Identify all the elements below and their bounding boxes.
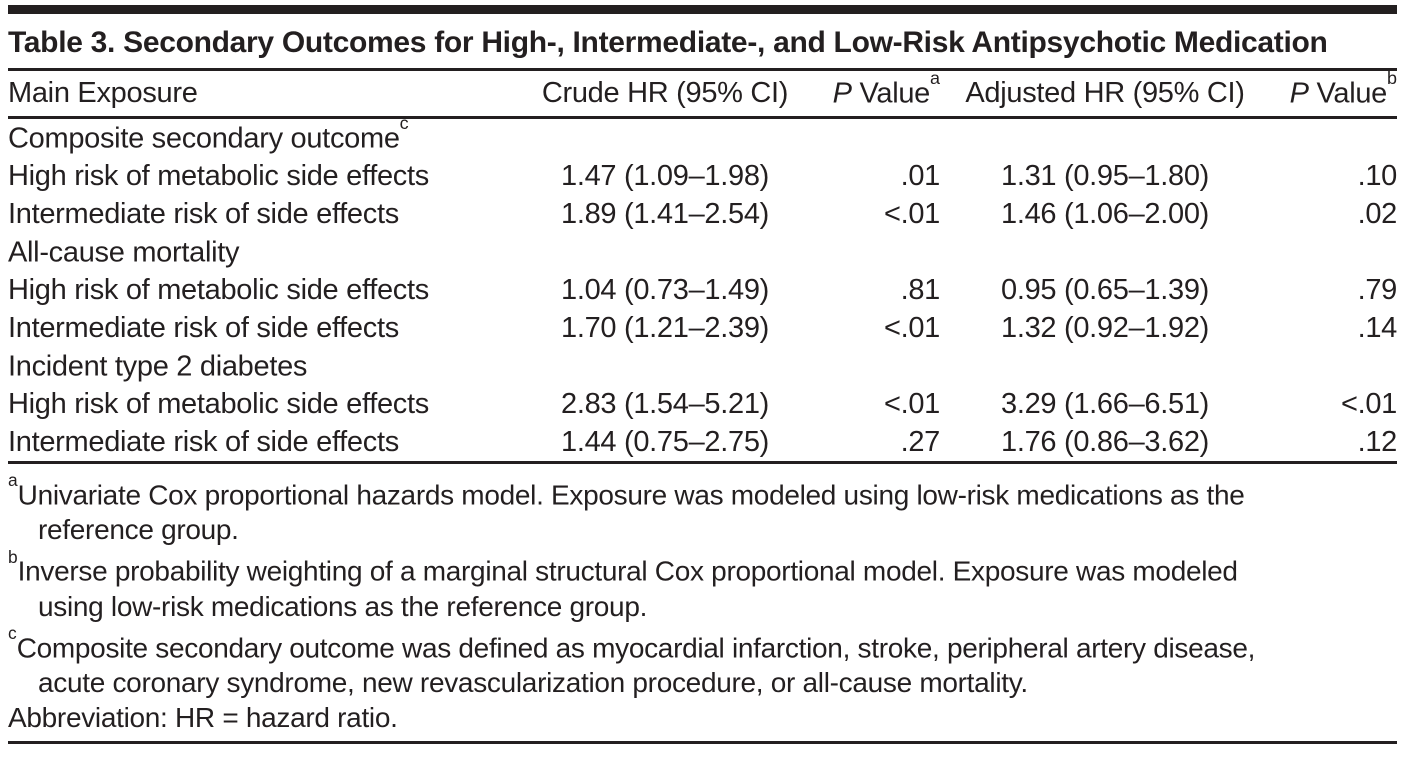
footnote-text: Composite secondary outcome was defined … (16, 631, 1256, 663)
crude-p-value-cell: <.01 (883, 387, 940, 420)
body-divider-rule (8, 461, 1397, 464)
table-header-row: Main Exposure Crude HR (95% CI) P Valuea… (8, 68, 1397, 119)
row-label: Intermediate risk of side effects (8, 311, 399, 344)
title-divider-rule (8, 68, 1397, 71)
table-row-group-diabetes: Incident type 2 diabetes (8, 347, 1397, 385)
crude-hr-cell: 1.89 (1.41–2.54) (560, 197, 770, 230)
group-row-label: All-cause mortality (8, 233, 1397, 271)
adjusted-hr-cell: 3.29 (1.66–6.51) (1000, 387, 1210, 420)
p-value-label: Value (851, 77, 930, 110)
footnote-a-line2: reference group. (38, 514, 239, 546)
crude-p-value-cell: <.01 (883, 311, 940, 344)
footnote-text: Inverse probability weighting of a margi… (17, 555, 1238, 587)
footnote-c-line1: cComposite secondary outcome was defined… (8, 622, 1397, 665)
footnote-b-line1: bInverse probability weighting of a marg… (8, 547, 1397, 588)
group-row-label: Composite secondary outcomec (8, 118, 1397, 158)
table-title: Table 3. Secondary Outcomes for High-, I… (8, 26, 1328, 59)
adjusted-p-value-cell: .79 (1357, 273, 1397, 306)
top-rule (8, 5, 1397, 14)
outcomes-table: Main Exposure Crude HR (95% CI) P Valuea… (8, 68, 1397, 462)
crude-hr-cell: 1.70 (1.21–2.39) (560, 311, 770, 344)
table-header: Main Exposure Crude HR (95% CI) P Valuea… (8, 68, 1397, 119)
row-label: Intermediate risk of side effects (8, 197, 399, 230)
crude-hr-cell: 1.44 (0.75–2.75) (560, 425, 770, 458)
adjusted-hr-cell: 1.46 (1.06–2.00) (1000, 197, 1210, 230)
crude-p-value-cell: .27 (900, 425, 940, 458)
adjusted-hr-cell: 0.95 (0.65–1.39) (1000, 273, 1210, 306)
adjusted-p-value-cell: .12 (1357, 425, 1397, 458)
group-label-text: Composite secondary outcome (8, 122, 400, 155)
adjusted-hr-cell: 1.32 (0.92–1.92) (1000, 311, 1210, 344)
row-label: High risk of metabolic side effects (8, 159, 429, 192)
abbreviation-note: Abbreviation: HR = hazard ratio. (8, 701, 398, 733)
group-label-text: Incident type 2 diabetes (8, 350, 308, 383)
table-row-group-composite: Composite secondary outcomec (8, 118, 1397, 158)
col-header-adjusted-hr: Adjusted HR (95% CI) (940, 71, 1270, 119)
crude-hr-cell: 1.04 (0.73–1.49) (560, 273, 770, 306)
p-value-label: Value (1308, 77, 1387, 110)
footnote-marker-b: b (8, 546, 18, 567)
footnote-a-line1: aUnivariate Cox proportional hazards mod… (8, 470, 1397, 512)
table-figure: Table 3. Secondary Outcomes for High-, I… (0, 5, 1405, 744)
bottom-rule (8, 740, 1397, 744)
footnote-b: bInverse probability weighting of a marg… (8, 547, 1397, 623)
adjusted-hr-cell: 1.31 (0.95–1.80) (1000, 159, 1210, 192)
group-label-text: All-cause mortality (8, 236, 240, 269)
table-row-composite-high-risk: High risk of metabolic side effects 1.47… (8, 157, 1397, 195)
footnote-c-line2: acute coronary syndrome, new revasculari… (38, 666, 1028, 698)
footnote-marker-a: a (930, 68, 940, 89)
table-body: Composite secondary outcomec High risk o… (8, 118, 1397, 462)
footnote-a: aUnivariate Cox proportional hazards mod… (8, 470, 1397, 547)
row-label: High risk of metabolic side effects (8, 387, 429, 420)
crude-p-value-cell: <.01 (883, 197, 940, 230)
footnote-marker-a: a (8, 470, 18, 491)
table-row-mortality-high-risk: High risk of metabolic side effects 1.04… (8, 271, 1397, 309)
col-header-crude-hr: Crude HR (95% CI) (520, 71, 810, 119)
p-italic: P (1289, 77, 1309, 110)
footnote-text: Univariate Cox proportional hazards mode… (17, 479, 1245, 511)
adjusted-p-value-cell: .10 (1357, 159, 1397, 192)
crude-p-value-cell: .01 (900, 159, 940, 192)
footnote-b-line2: using low-risk medications as the refere… (38, 590, 648, 622)
crude-p-value-cell: .81 (900, 273, 940, 306)
p-italic: P (832, 77, 852, 110)
footnote-marker-c: c (399, 117, 409, 133)
crude-hr-cell: 2.83 (1.54–5.21) (560, 387, 770, 420)
col-header-main-exposure: Main Exposure (8, 71, 520, 119)
table-row-group-mortality: All-cause mortality (8, 233, 1397, 271)
footnote-c: cComposite secondary outcome was defined… (8, 622, 1397, 700)
footnotes: aUnivariate Cox proportional hazards mod… (8, 464, 1397, 741)
footnote-marker-b: b (1387, 68, 1397, 89)
row-label: High risk of metabolic side effects (8, 273, 429, 306)
adjusted-p-value-cell: <.01 (1340, 387, 1397, 420)
footnote-marker-c: c (8, 622, 17, 643)
table-row-mortality-intermediate-risk: Intermediate risk of side effects 1.70 (… (8, 309, 1397, 347)
table-row-diabetes-intermediate-risk: Intermediate risk of side effects 1.44 (… (8, 423, 1397, 461)
col-header-p-value-adjusted: P Valueb (1270, 68, 1397, 119)
adjusted-p-value-cell: .02 (1357, 197, 1397, 230)
table-row-composite-intermediate-risk: Intermediate risk of side effects 1.89 (… (8, 195, 1397, 233)
adjusted-p-value-cell: .14 (1357, 311, 1397, 344)
crude-hr-cell: 1.47 (1.09–1.98) (560, 159, 770, 192)
table-row-diabetes-high-risk: High risk of metabolic side effects 2.83… (8, 385, 1397, 423)
adjusted-hr-cell: 1.76 (0.86–3.62) (1000, 425, 1210, 458)
col-header-p-value-crude: P Valuea (810, 68, 940, 119)
row-label: Intermediate risk of side effects (8, 425, 399, 458)
group-row-label: Incident type 2 diabetes (8, 347, 1397, 385)
